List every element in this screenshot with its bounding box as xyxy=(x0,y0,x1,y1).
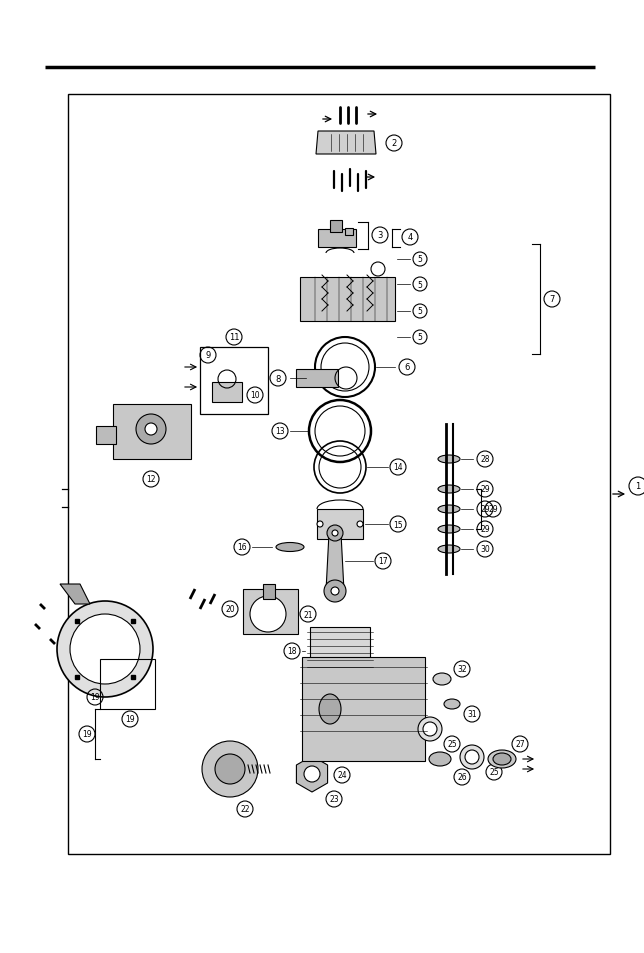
Ellipse shape xyxy=(438,545,460,554)
Polygon shape xyxy=(326,534,344,592)
Circle shape xyxy=(418,718,442,741)
Text: 10: 10 xyxy=(250,391,260,400)
Text: 5: 5 xyxy=(417,334,422,342)
Ellipse shape xyxy=(438,525,460,534)
Text: 15: 15 xyxy=(393,520,402,529)
Text: 19: 19 xyxy=(90,693,100,701)
Text: 29: 29 xyxy=(488,505,498,514)
Text: 5: 5 xyxy=(417,255,422,264)
Bar xyxy=(200,348,268,415)
Text: 24: 24 xyxy=(337,771,347,780)
Text: 22: 22 xyxy=(240,804,250,814)
Circle shape xyxy=(327,525,343,541)
Bar xyxy=(212,382,242,402)
Text: 5: 5 xyxy=(417,307,422,316)
Bar xyxy=(68,95,610,854)
Text: 20: 20 xyxy=(225,605,235,614)
Circle shape xyxy=(357,521,363,527)
Bar xyxy=(345,229,353,235)
Text: 11: 11 xyxy=(229,334,240,342)
Polygon shape xyxy=(60,584,90,604)
Text: 19: 19 xyxy=(82,730,92,739)
Text: 13: 13 xyxy=(275,427,285,436)
Text: 19: 19 xyxy=(125,715,135,723)
Text: 29: 29 xyxy=(480,505,490,514)
Text: 6: 6 xyxy=(404,363,410,372)
Circle shape xyxy=(57,601,153,698)
Text: 17: 17 xyxy=(378,557,388,566)
Ellipse shape xyxy=(276,543,304,552)
Text: 9: 9 xyxy=(205,351,211,360)
Text: 16: 16 xyxy=(237,543,247,552)
Text: 1: 1 xyxy=(636,482,641,491)
Circle shape xyxy=(331,587,339,596)
Bar xyxy=(318,230,356,248)
Text: 8: 8 xyxy=(276,375,281,383)
Text: 29: 29 xyxy=(480,485,490,494)
Ellipse shape xyxy=(444,700,460,709)
Ellipse shape xyxy=(438,485,460,494)
Text: 32: 32 xyxy=(457,665,467,674)
Bar xyxy=(243,589,298,635)
Text: 7: 7 xyxy=(549,295,554,304)
Text: 25: 25 xyxy=(489,768,499,777)
Bar xyxy=(96,427,116,444)
Text: 23: 23 xyxy=(329,795,339,803)
Circle shape xyxy=(304,766,320,782)
Polygon shape xyxy=(302,658,425,761)
Text: 5: 5 xyxy=(417,280,422,289)
Circle shape xyxy=(215,754,245,784)
Polygon shape xyxy=(316,132,376,154)
Text: 21: 21 xyxy=(303,610,313,618)
Ellipse shape xyxy=(493,753,511,765)
Circle shape xyxy=(332,531,338,537)
Bar xyxy=(296,370,338,388)
Ellipse shape xyxy=(438,456,460,463)
Ellipse shape xyxy=(488,750,516,768)
Bar xyxy=(113,405,191,459)
Bar xyxy=(310,627,370,676)
Circle shape xyxy=(136,415,166,444)
Text: 25: 25 xyxy=(447,740,457,749)
Text: 29: 29 xyxy=(480,525,490,534)
Ellipse shape xyxy=(429,752,451,766)
Bar xyxy=(263,584,275,599)
Circle shape xyxy=(250,597,286,633)
Bar xyxy=(100,659,155,709)
Text: 26: 26 xyxy=(457,773,467,781)
Ellipse shape xyxy=(438,505,460,514)
Text: 27: 27 xyxy=(515,740,525,749)
Text: 3: 3 xyxy=(377,232,383,240)
Text: 18: 18 xyxy=(287,647,297,656)
Text: 28: 28 xyxy=(480,455,489,464)
Polygon shape xyxy=(300,277,395,322)
Ellipse shape xyxy=(319,695,341,724)
Text: 12: 12 xyxy=(146,475,156,484)
Circle shape xyxy=(423,722,437,737)
Bar xyxy=(330,221,342,233)
Circle shape xyxy=(202,741,258,797)
Text: 14: 14 xyxy=(393,463,402,472)
Circle shape xyxy=(145,423,157,436)
Ellipse shape xyxy=(433,673,451,685)
Circle shape xyxy=(460,745,484,769)
Bar xyxy=(317,510,363,539)
Text: 31: 31 xyxy=(467,710,477,719)
Text: 30: 30 xyxy=(480,545,490,554)
Text: 2: 2 xyxy=(392,139,397,149)
Circle shape xyxy=(465,750,479,764)
Circle shape xyxy=(70,615,140,684)
Text: 4: 4 xyxy=(408,233,413,242)
Circle shape xyxy=(324,580,346,602)
Circle shape xyxy=(317,521,323,527)
